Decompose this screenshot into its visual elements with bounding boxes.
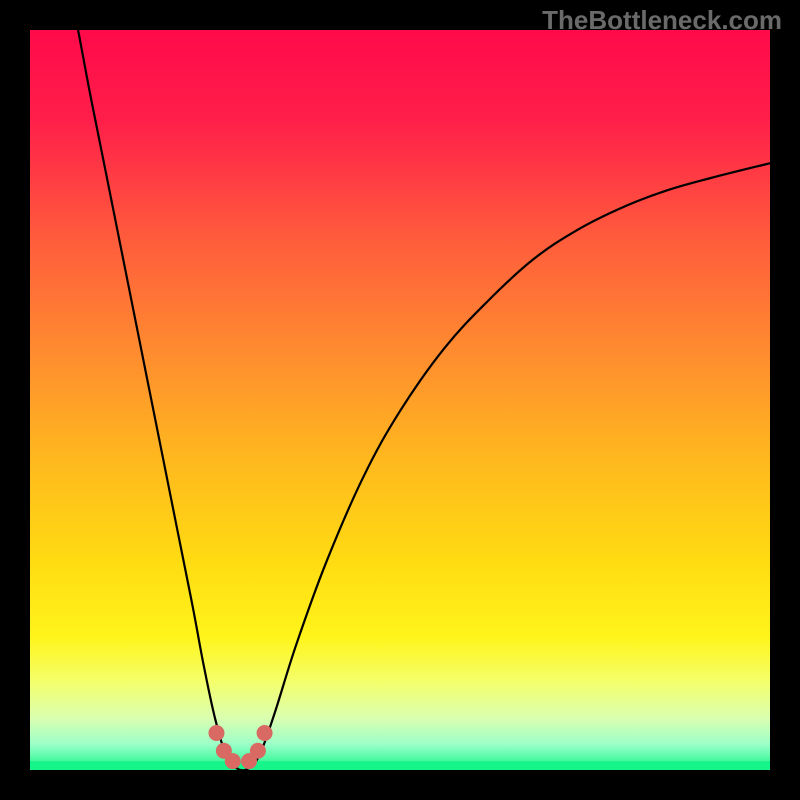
bottleneck-marker (250, 743, 266, 759)
bottleneck-marker (225, 753, 241, 769)
chart-frame: TheBottleneck.com (0, 0, 800, 800)
plot-background (30, 30, 770, 770)
bottom-strip (30, 761, 770, 770)
watermark-text: TheBottleneck.com (542, 5, 782, 36)
bottleneck-marker (208, 725, 224, 741)
bottleneck-marker (257, 725, 273, 741)
bottleneck-curve-chart (0, 0, 800, 800)
